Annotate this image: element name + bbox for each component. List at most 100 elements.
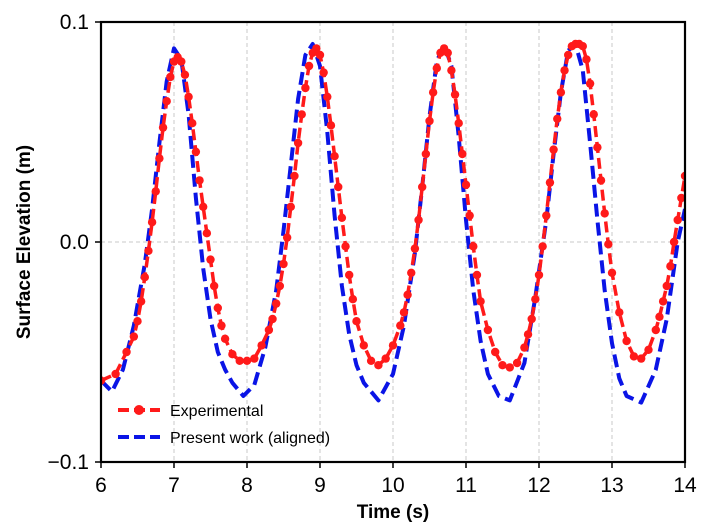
data-point-experimental xyxy=(553,114,562,124)
data-point-experimental xyxy=(655,312,664,321)
data-point-experimental xyxy=(209,281,219,291)
data-point-experimental xyxy=(512,358,522,368)
legend-entry-experimental: Experimental xyxy=(118,403,263,420)
data-point-experimental xyxy=(352,317,361,326)
data-point-experimental xyxy=(666,262,675,271)
data-point-experimental xyxy=(418,182,427,192)
data-point-experimental xyxy=(264,325,274,335)
data-point-experimental xyxy=(188,119,197,128)
data-point-experimental xyxy=(217,321,226,330)
data-point-experimental xyxy=(206,255,215,264)
data-point-experimental xyxy=(644,345,653,354)
data-point-experimental xyxy=(421,149,431,159)
data-point-experimental xyxy=(414,215,423,225)
data-point-experimental xyxy=(129,332,139,341)
data-point-experimental xyxy=(425,116,434,126)
series-layer xyxy=(101,39,685,405)
legend: Experimental Present work (aligned) xyxy=(118,403,330,447)
data-point-experimental xyxy=(615,308,624,317)
data-point-experimental xyxy=(432,63,441,73)
x-tick-label: 8 xyxy=(241,474,253,497)
data-point-experimental xyxy=(651,325,660,335)
data-point-experimental xyxy=(202,229,212,238)
data-point-experimental xyxy=(447,66,456,75)
data-point-experimental xyxy=(450,90,460,99)
data-point-experimental xyxy=(443,48,452,57)
x-tick-label: 6 xyxy=(95,474,107,497)
data-point-experimental xyxy=(282,233,292,242)
data-point-experimental xyxy=(235,356,244,365)
data-point-experimental xyxy=(399,308,409,317)
data-point-experimental xyxy=(272,299,281,308)
ticks: 6 7 8 9 10 11 12 13 14 −0.1 0.0 0.1 xyxy=(48,11,697,497)
data-point-experimental xyxy=(461,180,471,189)
data-point-experimental xyxy=(286,202,295,211)
data-point-experimental xyxy=(622,336,631,346)
data-point-experimental xyxy=(596,176,606,185)
data-point-experimental xyxy=(111,369,120,379)
data-point-experimental xyxy=(312,44,321,53)
data-point-experimental xyxy=(604,240,613,249)
data-point-experimental xyxy=(607,268,617,277)
legend-label-present-work: Present work (aligned) xyxy=(170,430,330,447)
data-point-experimental xyxy=(275,281,285,291)
data-point-experimental xyxy=(407,268,416,277)
data-point-experimental xyxy=(556,88,566,97)
data-point-experimental xyxy=(465,211,474,220)
data-point-experimental xyxy=(534,270,544,280)
series-group xyxy=(101,39,685,405)
x-tick-label: 13 xyxy=(600,474,623,497)
data-point-experimental xyxy=(213,303,222,313)
data-point-experimental xyxy=(199,202,208,211)
data-point-experimental xyxy=(410,244,420,253)
data-point-experimental xyxy=(191,147,201,156)
data-point-experimental xyxy=(133,317,142,326)
data-point-experimental xyxy=(403,290,412,299)
data-point-experimental xyxy=(593,143,602,152)
data-point-experimental xyxy=(337,213,347,222)
legend-entry-present-work: Present work (aligned) xyxy=(118,430,330,447)
x-tick-label: 11 xyxy=(455,474,477,497)
data-point-experimental xyxy=(374,361,383,370)
data-point-experimental xyxy=(396,321,405,330)
legend-marker-experimental xyxy=(134,405,144,415)
data-point-experimental xyxy=(560,66,569,75)
data-point-experimental xyxy=(122,347,131,357)
data-point-experimental xyxy=(140,273,149,282)
data-point-experimental xyxy=(629,352,639,361)
data-point-experimental xyxy=(589,110,598,119)
data-point-experimental xyxy=(279,259,288,269)
data-point-experimental xyxy=(323,92,332,102)
data-point-experimental xyxy=(366,356,376,365)
data-point-experimental xyxy=(505,363,514,372)
x-tick-label: 7 xyxy=(168,474,180,497)
data-point-experimental xyxy=(564,50,573,60)
data-point-experimental xyxy=(527,314,536,324)
data-point-experimental xyxy=(330,152,339,161)
data-point-experimental xyxy=(341,242,350,251)
data-point-experimental xyxy=(662,281,671,291)
data-point-experimental xyxy=(136,297,146,306)
data-point-experimental xyxy=(293,138,303,148)
data-point-experimental xyxy=(582,55,591,64)
data-point-experimental xyxy=(297,110,306,119)
data-point-experimental xyxy=(301,83,310,93)
data-point-experimental xyxy=(458,149,467,159)
data-point-experimental xyxy=(483,325,493,335)
data-point-experimental xyxy=(315,50,325,60)
data-point-experimental xyxy=(348,295,358,304)
data-point-experimental xyxy=(545,178,555,187)
data-point-experimental xyxy=(498,361,507,370)
data-point-experimental xyxy=(242,356,252,365)
data-point-experimental xyxy=(472,270,482,280)
y-tick-label: 0.1 xyxy=(60,11,89,34)
data-point-experimental xyxy=(144,246,153,255)
data-point-experimental xyxy=(520,343,529,352)
data-point-experimental xyxy=(184,92,193,102)
data-point-experimental xyxy=(677,193,685,203)
data-point-experimental xyxy=(162,97,171,106)
data-point-experimental xyxy=(469,242,478,251)
data-point-experimental xyxy=(637,354,646,363)
data-point-experimental xyxy=(428,88,438,97)
